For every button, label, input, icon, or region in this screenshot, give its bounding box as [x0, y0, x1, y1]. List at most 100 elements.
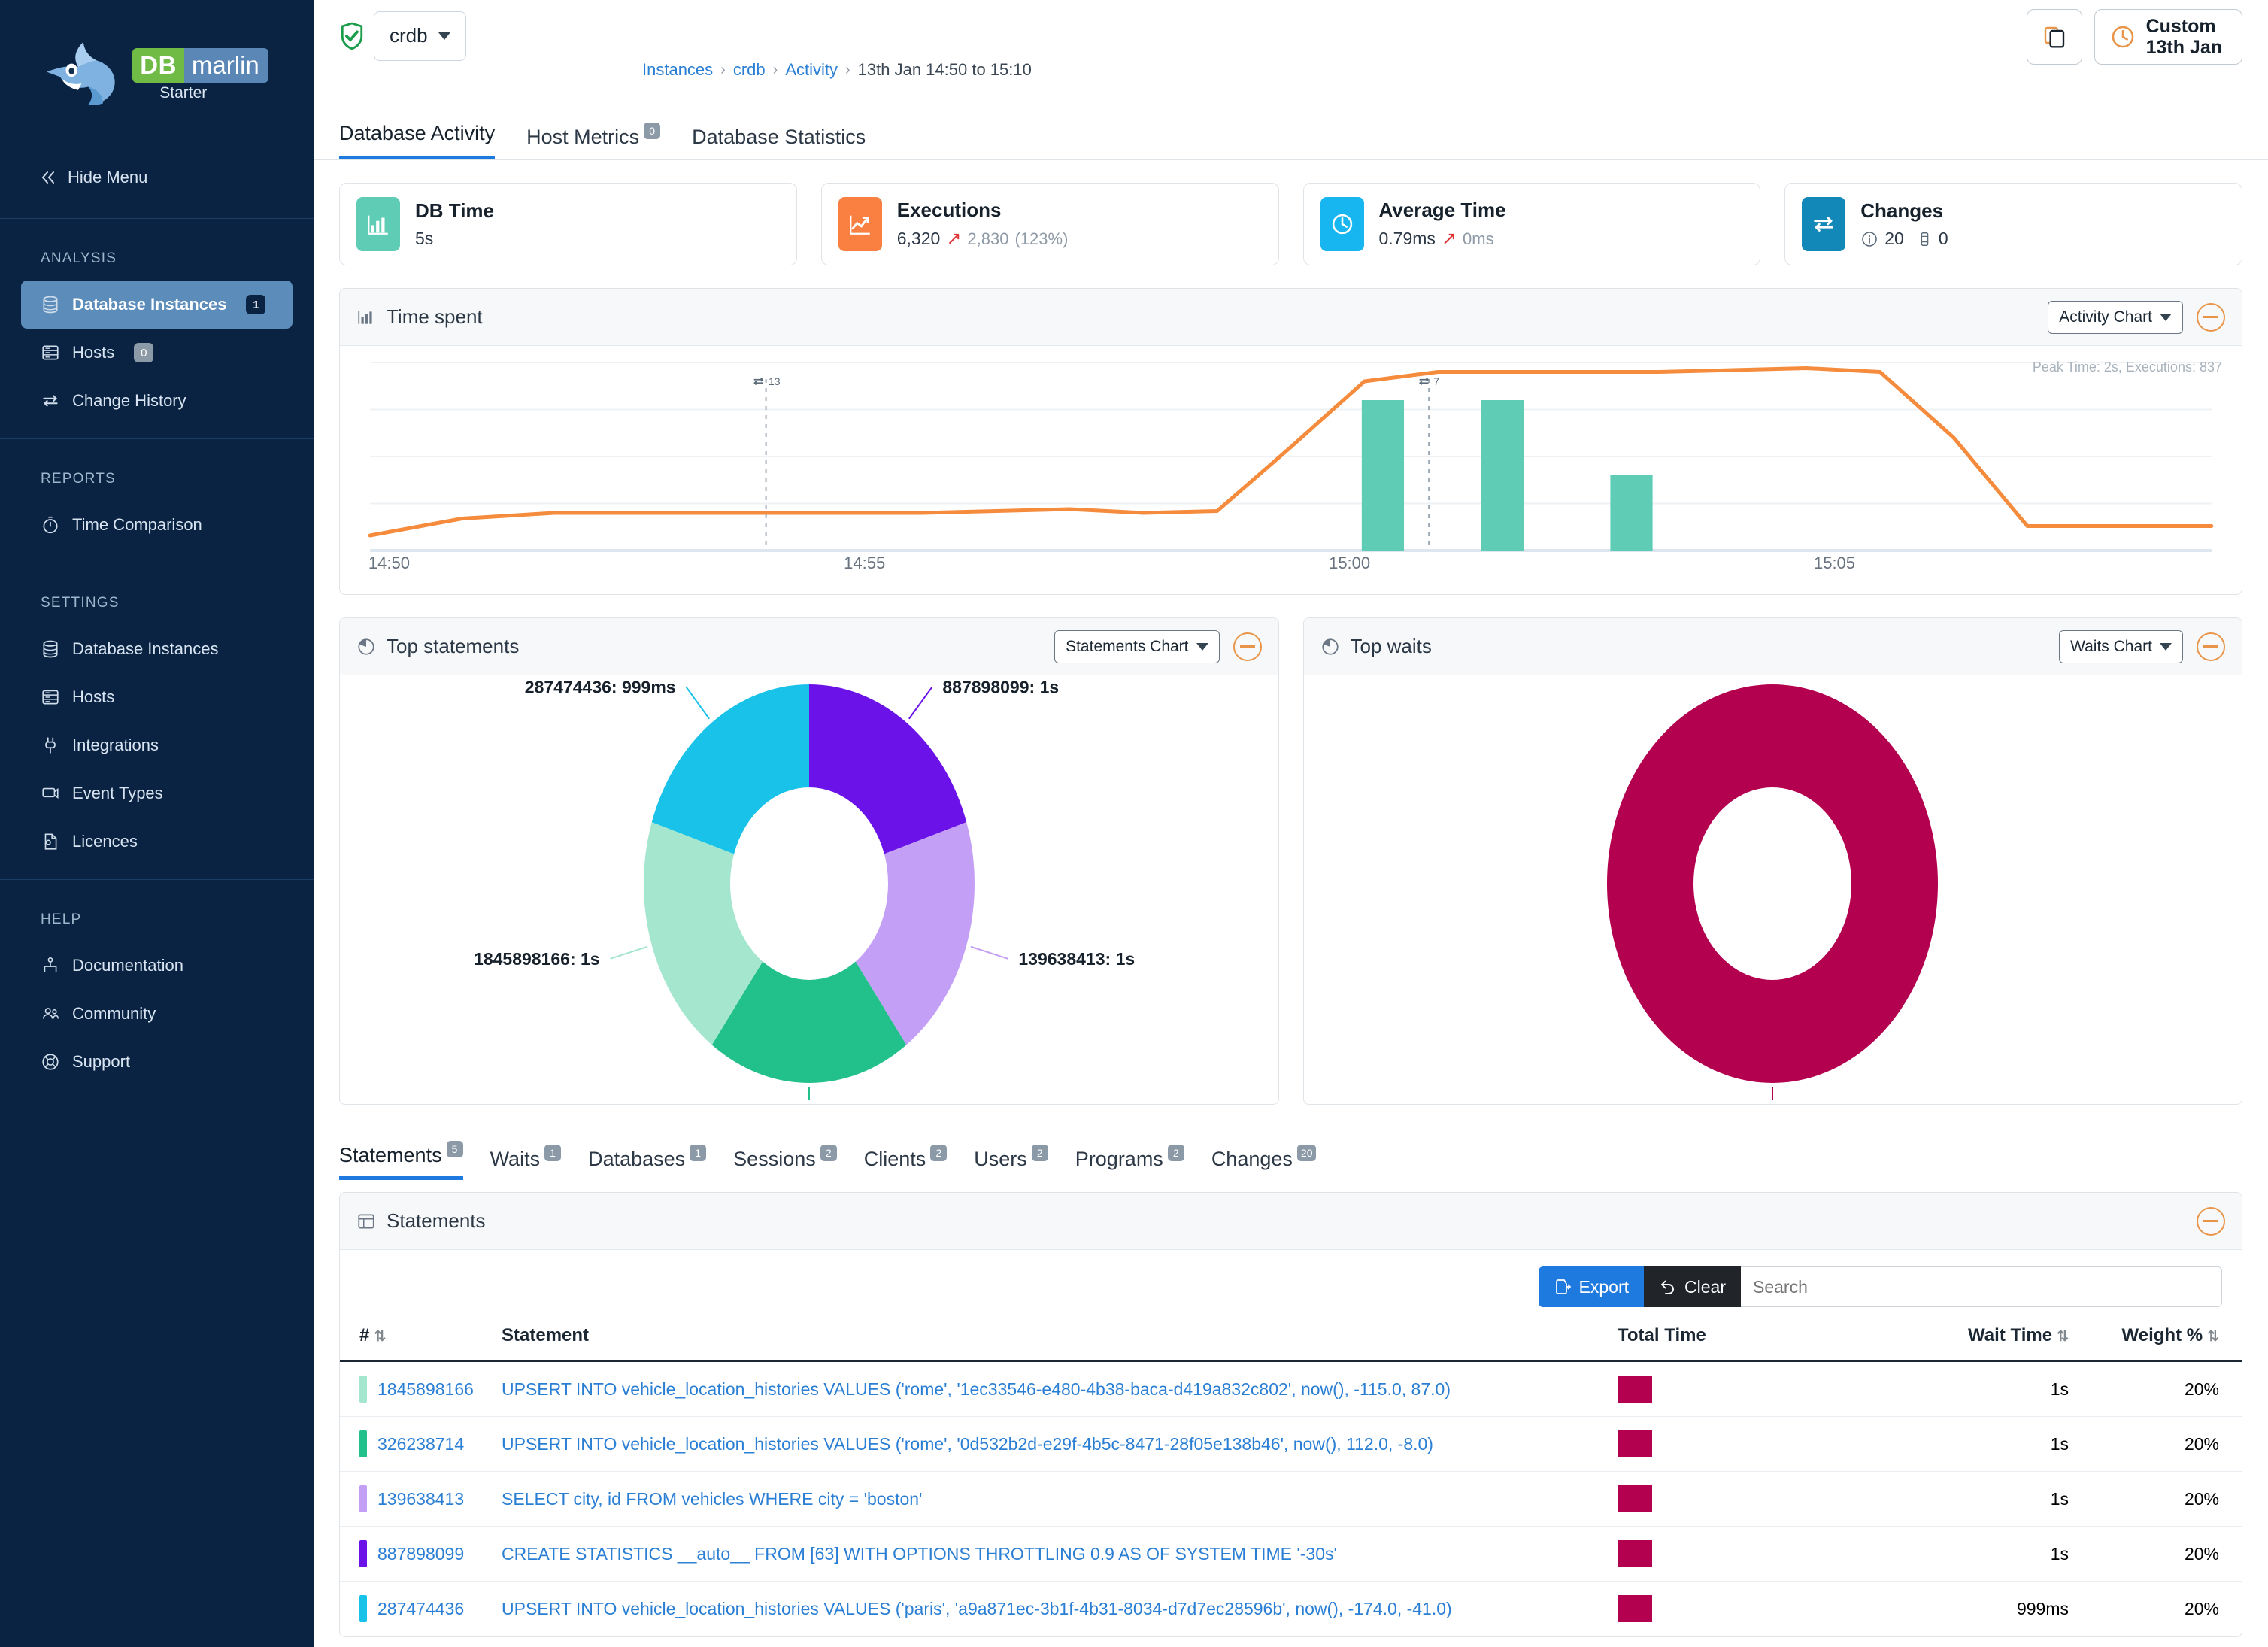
collapse-time-spent-button[interactable]: [2197, 302, 2225, 332]
table-row[interactable]: 139638413 SELECT city, id FROM vehicles W…: [340, 1471, 2242, 1527]
tab-label: Database Statistics: [692, 126, 866, 148]
sidebar-item-community[interactable]: Community: [21, 990, 293, 1038]
col-number[interactable]: # ⇅: [340, 1318, 502, 1362]
table-row[interactable]: 1845898166 UPSERT INTO vehicle_location_h…: [340, 1360, 2242, 1417]
tab-database-statistics[interactable]: Database Statistics: [692, 126, 866, 159]
statement-text-link[interactable]: UPSERT INTO vehicle_location_histories V…: [502, 1433, 1433, 1454]
collapse-statements-table-button[interactable]: [2197, 1206, 2225, 1236]
sidebar-item-integrations[interactable]: Integrations: [21, 721, 293, 769]
time-spent-chart[interactable]: Peak Time: 2s, Executions: 837 14:50 14:5…: [340, 346, 2242, 594]
activity-chart-select[interactable]: Activity Chart: [2048, 300, 2183, 334]
tab-databases[interactable]: Databases 1: [588, 1145, 707, 1180]
sidebar-item-hosts[interactable]: Hosts 0: [21, 329, 293, 377]
tab-badge: 2: [1031, 1145, 1048, 1161]
table-row[interactable]: 887898099 CREATE STATISTICS __auto__ FROM…: [340, 1526, 2242, 1582]
instance-selector[interactable]: crdb: [374, 11, 466, 61]
kpi-card-executions[interactable]: Executions 6,320 ↗ 2,830 (123%): [820, 183, 1279, 265]
statement-id-link[interactable]: 326238714: [377, 1433, 465, 1454]
sidebar-item-licences[interactable]: Licences: [21, 817, 293, 866]
date-range-button[interactable]: Custom 13th Jan: [2094, 9, 2242, 65]
sidebar-divider: [0, 438, 314, 439]
export-button[interactable]: Export: [1538, 1266, 1645, 1307]
export-label: Export: [1578, 1276, 1630, 1297]
database-icon: [41, 639, 60, 659]
sidebar-item-label: Integrations: [72, 736, 159, 754]
statement-id-link[interactable]: 1845898166: [377, 1379, 474, 1399]
cell-statement[interactable]: UPSERT INTO vehicle_location_histories V…: [502, 1360, 1618, 1417]
cell-id[interactable]: 326238714: [340, 1416, 502, 1472]
cell-statement[interactable]: UPSERT INTO vehicle_location_histories V…: [502, 1581, 1618, 1636]
cell-total-time: [1618, 1581, 1843, 1636]
hide-menu-button[interactable]: Hide Menu: [0, 150, 314, 205]
sidebar-item-label: Licences: [72, 832, 138, 851]
breadcrumb-separator-icon: ›: [720, 61, 726, 78]
statement-text-link[interactable]: UPSERT INTO vehicle_location_histories V…: [502, 1598, 1452, 1618]
cell-id[interactable]: 887898099: [340, 1526, 502, 1582]
cell-id[interactable]: 139638413: [340, 1471, 502, 1527]
cell-id[interactable]: 287474436: [340, 1581, 502, 1636]
sidebar-item-label: Hosts: [72, 343, 115, 362]
tab-sessions[interactable]: Sessions 2: [733, 1145, 837, 1180]
sidebar-item-event-types[interactable]: Event Types: [21, 769, 293, 817]
kpi-card-db-time[interactable]: DB Time 5s: [339, 183, 797, 265]
copy-button[interactable]: [2026, 9, 2082, 65]
waits-chart-label: Waits Chart: [2070, 637, 2152, 655]
statements-chart-select[interactable]: Statements Chart: [1054, 629, 1220, 663]
statement-id-link[interactable]: 287474436: [377, 1598, 465, 1618]
top-bar: crdb Custom 13th J: [314, 0, 2268, 71]
sidebar-item-hosts[interactable]: Hosts: [21, 673, 293, 721]
kpi-value: 5s: [415, 229, 434, 248]
table-row[interactable]: 287474436 UPSERT INTO vehicle_location_hi…: [340, 1581, 2242, 1636]
tab-waits[interactable]: Waits 1: [490, 1145, 562, 1180]
sidebar-item-change-history[interactable]: Change History: [21, 377, 293, 425]
col-wait-time[interactable]: Wait Time ⇅: [1843, 1318, 2069, 1362]
col-total-time[interactable]: Total Time: [1618, 1318, 1843, 1362]
database-icon: [41, 295, 60, 314]
col-statement[interactable]: Statement: [502, 1318, 1618, 1362]
tab-host-metrics[interactable]: Host Metrics 0: [526, 123, 661, 159]
cell-statement[interactable]: UPSERT INTO vehicle_location_histories V…: [502, 1416, 1618, 1472]
statement-text-link[interactable]: SELECT city, id FROM vehicles WHERE city…: [502, 1488, 923, 1509]
collapse-top-statements-button[interactable]: [1233, 632, 1262, 661]
col-weight[interactable]: Weight % ⇅: [2069, 1318, 2242, 1362]
sidebar-item-time-comparison[interactable]: Time Comparison: [21, 501, 293, 549]
statement-text-link[interactable]: CREATE STATISTICS __auto__ FROM [63] WIT…: [502, 1543, 1337, 1564]
cell-statement[interactable]: SELECT city, id FROM vehicles WHERE city…: [502, 1471, 1618, 1527]
statement-id-link[interactable]: 887898099: [377, 1543, 465, 1564]
waits-donut[interactable]: executing: 5s: [1304, 675, 2242, 1104]
cell-total-time: [1618, 1360, 1843, 1417]
tab-changes[interactable]: Changes 20: [1211, 1145, 1317, 1180]
clear-button[interactable]: Clear: [1644, 1266, 1741, 1307]
brand-logo[interactable]: DB marlin Starter: [0, 0, 314, 150]
sidebar-item-documentation[interactable]: Documentation: [21, 942, 293, 990]
kpi-value: 6,320: [896, 229, 941, 248]
breadcrumb-item[interactable]: Instances: [642, 60, 714, 79]
sidebar-item-support[interactable]: Support: [21, 1038, 293, 1086]
tab-database-activity[interactable]: Database Activity: [339, 122, 496, 159]
kpi-title: Changes: [1860, 199, 1944, 222]
sidebar-item-database-instances[interactable]: Database Instances 1: [21, 281, 293, 329]
kpi-card-average-time[interactable]: Average Time 0.79ms ↗ 0ms: [1302, 183, 1761, 265]
breadcrumb-item[interactable]: Activity: [785, 60, 838, 79]
table-row[interactable]: 326238714 UPSERT INTO vehicle_location_hi…: [340, 1416, 2242, 1472]
tab-users[interactable]: Users 2: [974, 1145, 1048, 1180]
cell-statement[interactable]: CREATE STATISTICS __auto__ FROM [63] WIT…: [502, 1526, 1618, 1582]
waits-chart-select[interactable]: Waits Chart: [2059, 629, 2183, 663]
tab-clients[interactable]: Clients 2: [864, 1145, 948, 1180]
search-input[interactable]: [1741, 1266, 2222, 1307]
color-swatch: [359, 1376, 367, 1403]
trend-up-icon: ↗: [1441, 229, 1457, 249]
collapse-top-waits-button[interactable]: [2197, 632, 2225, 661]
breadcrumb-item[interactable]: crdb: [732, 60, 766, 79]
tab-programs[interactable]: Programs 2: [1075, 1145, 1184, 1180]
tab-badge: 2: [930, 1145, 948, 1161]
cell-id[interactable]: 1845898166: [340, 1360, 502, 1417]
tab-label: Database Activity: [339, 122, 496, 144]
info-icon: [1862, 231, 1878, 247]
statement-text-link[interactable]: UPSERT INTO vehicle_location_histories V…: [502, 1379, 1451, 1399]
sidebar-item-database-instances[interactable]: Database Instances: [21, 625, 293, 673]
kpi-card-changes[interactable]: Changes 20 0: [1784, 183, 2242, 265]
statement-id-link[interactable]: 139638413: [377, 1488, 465, 1509]
tab-statements[interactable]: Statements 5: [339, 1141, 463, 1180]
